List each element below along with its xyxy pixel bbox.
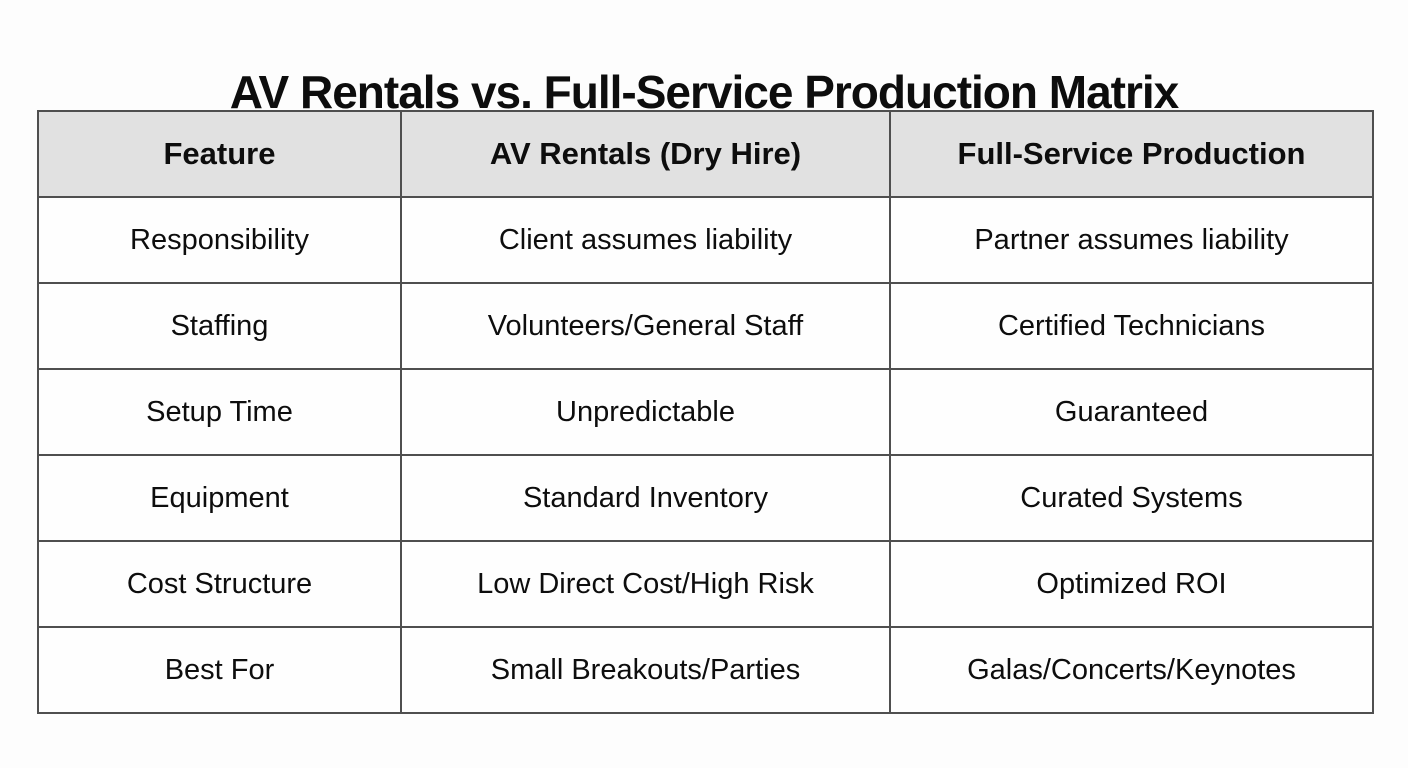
header-row: Feature AV Rentals (Dry Hire) Full-Service… [37,110,1374,198]
feature-cell: Staffing [37,282,402,370]
table-row: Best For Small Breakouts/Parties Galas/Con… [37,626,1374,714]
feature-cell: Setup Time [37,368,402,456]
value-cell: Curated Systems [889,454,1374,542]
value-cell: Unpredictable [400,368,891,456]
value-cell: Volunteers/General Staff [400,282,891,370]
table-row: Setup Time Unpredictable Guaranteed [37,368,1374,456]
value-cell: Partner assumes liability [889,196,1374,284]
feature-cell: Best For [37,626,402,714]
feature-cell: Responsibility [37,196,402,284]
comparison-table: Feature AV Rentals (Dry Hire) Full-Service… [37,110,1374,714]
column-header: Feature [37,110,402,198]
table-row: Responsibility Client assumes liability Pa… [37,196,1374,284]
column-header: Full-Service Production [889,110,1374,198]
value-cell: Optimized ROI [889,540,1374,628]
value-cell: Client assumes liability [400,196,891,284]
feature-cell: Cost Structure [37,540,402,628]
table-row: Equipment Standard Inventory Curated Syste… [37,454,1374,542]
table-row: Cost Structure Low Direct Cost/High Risk O… [37,540,1374,628]
table-body: Responsibility Client assumes liability Pa… [37,196,1374,714]
column-header: AV Rentals (Dry Hire) [400,110,891,198]
page-title: AV Rentals vs. Full-Service Production M… [229,65,1180,118]
value-cell: Low Direct Cost/High Risk [400,540,891,628]
value-cell: Guaranteed [889,368,1374,456]
value-cell: Small Breakouts/Parties [400,626,891,714]
value-cell: Certified Technicians [889,282,1374,370]
feature-cell: Equipment [37,454,402,542]
table-row: Staffing Volunteers/General Staff Certifie… [37,282,1374,370]
value-cell: Galas/Concerts/Keynotes [889,626,1374,714]
value-cell: Standard Inventory [400,454,891,542]
